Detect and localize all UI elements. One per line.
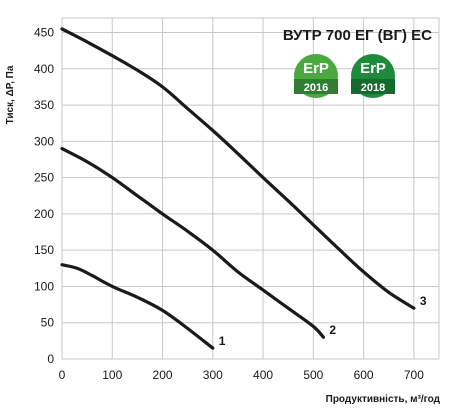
x-tick-label: 400: [253, 368, 273, 382]
erp-2018-text: ErP: [360, 60, 386, 77]
x-tick-label: 300: [203, 368, 223, 382]
y-ticks: 0 50 100 150 200 250 300 350 400 450: [34, 26, 54, 366]
y-tick-label: 0: [47, 352, 54, 366]
x-tick-label: 500: [303, 368, 323, 382]
erp-2016-year: 2016: [304, 82, 328, 94]
x-tick-label: 600: [354, 368, 374, 382]
curve-label-3: 3: [420, 294, 427, 308]
y-tick-label: 300: [34, 134, 54, 148]
curves: [60, 27, 416, 350]
y-tick-label: 200: [34, 207, 54, 221]
x-axis-label: Продуктивність, м³/год: [326, 394, 441, 405]
y-tick-label: 350: [34, 98, 54, 112]
curve-labels: 1 2 3: [219, 294, 427, 348]
curve-label-1: 1: [219, 334, 226, 348]
y-axis-label: Тиск, ΔР, Па: [5, 65, 16, 124]
y-tick-label: 400: [34, 62, 54, 76]
erp-2018-band: [351, 79, 395, 94]
x-ticks: 0 100 200 300 400 500 600 700: [59, 368, 425, 382]
erp-2016-band: [294, 79, 338, 94]
erp-badge-2016: ErP 2016: [294, 54, 338, 98]
x-tick-label: 0: [59, 368, 66, 382]
y-tick-label: 50: [41, 316, 55, 330]
chart-title: ВУТР 700 ЕГ (ВГ) ЕС: [283, 27, 432, 44]
x-tick-label: 100: [102, 368, 122, 382]
curve-label-2: 2: [329, 323, 336, 337]
curve-2: [60, 147, 325, 339]
x-tick-label: 200: [153, 368, 173, 382]
y-tick-label: 150: [34, 243, 54, 257]
erp-2018-year: 2018: [361, 82, 385, 94]
y-tick-label: 450: [34, 26, 54, 40]
curve-3: [60, 27, 416, 310]
erp-badge-2018: ErP 2018: [351, 54, 395, 98]
curve-1: [60, 263, 215, 350]
y-tick-label: 250: [34, 171, 54, 185]
x-tick-label: 700: [404, 368, 424, 382]
erp-2016-text: ErP: [303, 60, 329, 77]
y-tick-label: 100: [34, 279, 54, 293]
